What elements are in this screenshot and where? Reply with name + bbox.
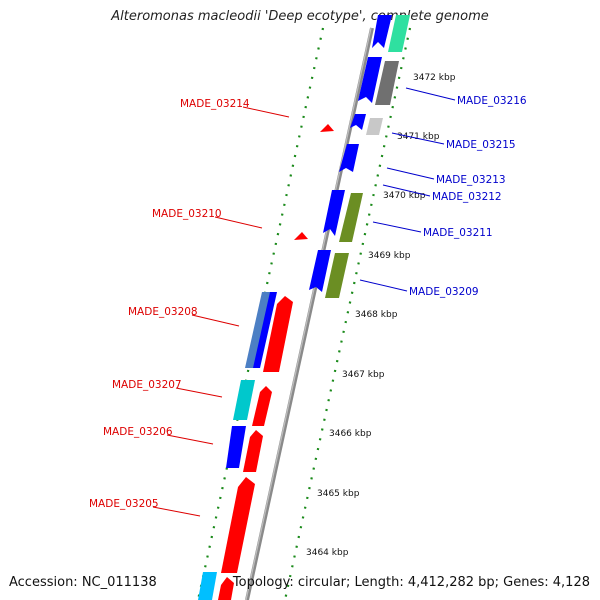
scale-label: 3466 kbp	[329, 429, 372, 439]
gene-label: MADE_03216	[457, 95, 527, 107]
gene-arrow	[253, 292, 277, 368]
scale-label: 3467 kbp	[342, 370, 385, 380]
scale-label: 3465 kbp	[317, 489, 360, 499]
labels-left: MADE_03214 MADE_03210 MADE_03208 MADE_03…	[89, 98, 290, 517]
gene-arrow	[339, 193, 363, 242]
genome-backbone-highlight	[245, 27, 372, 600]
scale-label: 3472 kbp	[413, 73, 456, 83]
gene-arrow	[350, 114, 366, 130]
leader-line	[405, 87, 456, 101]
leader-line	[372, 221, 422, 233]
leader-line	[391, 132, 445, 145]
gene-label: MADE_03205	[89, 498, 159, 510]
gene-arrow	[309, 250, 331, 292]
leader-line	[152, 506, 201, 517]
gene-label: MADE_03213	[436, 174, 506, 186]
gene-label: MADE_03207	[112, 379, 182, 391]
genome-summary-text: Topology: circular; Length: 4,412,282 bp…	[232, 575, 590, 590]
gene-label: MADE_03206	[103, 426, 173, 438]
gene-arrow	[233, 380, 255, 420]
gene-arrow	[243, 430, 263, 472]
gene-label: MADE_03210	[152, 208, 222, 220]
gene-arrow	[294, 232, 308, 240]
leader-line	[359, 279, 408, 292]
gene-arrow	[366, 118, 383, 135]
genome-backbone	[245, 27, 374, 600]
gene-label: MADE_03215	[446, 139, 516, 151]
scale-label: 3470 kbp	[383, 191, 426, 201]
scale: 3464 kbp 3465 kbp 3466 kbp 3467 kbp 3468…	[306, 73, 456, 558]
gene-arrow	[226, 426, 246, 468]
gene-arrow	[323, 190, 345, 236]
accession-text: Accession: NC_011138	[9, 575, 157, 590]
gene-label: MADE_03214	[180, 98, 250, 110]
leader-line	[382, 184, 431, 197]
gene-arrow	[263, 296, 293, 372]
gene-arrow	[325, 253, 349, 298]
gene-arrow	[221, 477, 255, 573]
labels-right: MADE_03216 MADE_03215 MADE_03213 MADE_03…	[359, 87, 527, 298]
gene-label: MADE_03208	[128, 306, 198, 318]
leader-line	[191, 314, 240, 327]
gene-arrow	[320, 124, 334, 132]
map-title: Alteromonas macleodii 'Deep ecotype', co…	[111, 9, 489, 24]
scale-label: 3464 kbp	[306, 548, 349, 558]
gene-label: MADE_03211	[423, 227, 493, 239]
leader-line	[214, 216, 263, 229]
gene-label: MADE_03209	[409, 286, 479, 298]
genes-reverse	[309, 15, 410, 298]
gene-arrow	[252, 386, 272, 426]
gene-arrow	[372, 15, 392, 48]
scale-label: 3471 kbp	[397, 132, 440, 142]
leader-line	[175, 387, 223, 398]
genes-forward	[198, 124, 334, 600]
leader-line	[242, 106, 290, 118]
gene-arrow	[339, 144, 359, 172]
leader-line	[386, 167, 435, 180]
gene-arrow	[388, 15, 410, 52]
scale-label: 3469 kbp	[368, 251, 411, 261]
gene-label: MADE_03212	[432, 191, 502, 203]
gene-arrow	[375, 61, 399, 105]
gene-arrow	[198, 572, 217, 600]
gene-arrow	[358, 57, 382, 103]
leader-line	[166, 434, 214, 445]
gene-arrow	[218, 577, 234, 600]
scale-label: 3468 kbp	[355, 310, 398, 320]
